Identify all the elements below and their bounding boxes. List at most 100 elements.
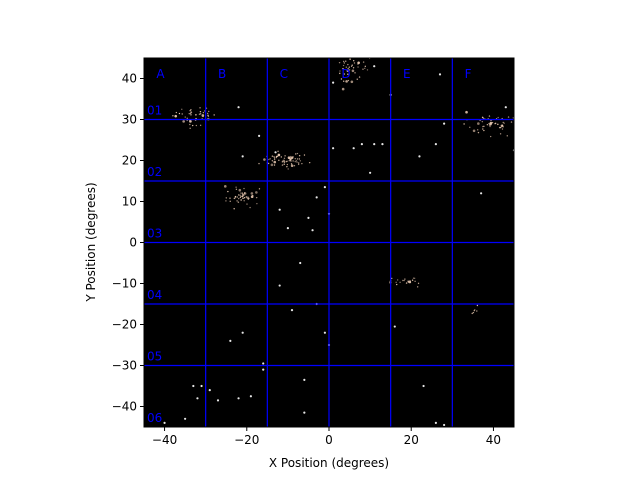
data-point — [352, 67, 355, 69]
data-point — [274, 151, 277, 154]
data-point — [240, 192, 242, 194]
data-point — [249, 206, 251, 209]
data-point — [347, 67, 349, 70]
column-label: B — [218, 67, 226, 81]
data-point — [206, 112, 209, 115]
column-label: A — [156, 67, 165, 81]
data-point — [241, 193, 245, 197]
data-point — [237, 397, 240, 400]
y-axis-ticks: −40 −30 −20 −10 0 10 20 30 40 — [112, 72, 144, 414]
data-point — [229, 197, 231, 199]
data-point — [303, 411, 306, 414]
data-point — [404, 278, 406, 280]
data-point — [347, 79, 350, 82]
data-point — [262, 362, 265, 365]
data-point — [477, 131, 480, 134]
data-point — [293, 165, 296, 167]
row-label: 04 — [147, 288, 162, 302]
data-point — [489, 122, 493, 126]
data-point — [163, 421, 166, 424]
data-point — [360, 143, 363, 146]
data-point — [417, 282, 420, 285]
data-point — [342, 76, 345, 79]
data-point — [243, 187, 245, 190]
data-point — [242, 197, 245, 200]
data-point — [364, 65, 367, 68]
data-point — [182, 120, 185, 123]
data-point — [497, 123, 499, 126]
data-point — [476, 310, 478, 312]
data-point — [273, 164, 276, 166]
x-tick-label: −20 — [234, 433, 259, 447]
data-point — [236, 196, 239, 198]
data-point — [362, 68, 364, 70]
data-point — [243, 197, 246, 199]
data-point — [381, 143, 384, 146]
data-point — [190, 111, 193, 113]
data-point — [308, 161, 311, 164]
data-point — [504, 106, 507, 109]
data-point — [395, 281, 397, 284]
data-point — [246, 203, 248, 205]
data-point — [190, 109, 192, 111]
data-point — [241, 195, 244, 198]
column-label: C — [280, 67, 288, 81]
data-point — [476, 129, 479, 131]
data-point — [480, 192, 483, 195]
data-point — [341, 87, 345, 91]
data-point — [277, 150, 279, 152]
data-point — [357, 66, 359, 68]
data-point — [345, 66, 348, 68]
data-point — [348, 66, 350, 68]
data-point — [227, 190, 229, 193]
data-point — [189, 127, 191, 130]
data-point — [285, 160, 287, 163]
data-point — [483, 125, 485, 128]
data-point — [255, 191, 258, 194]
data-point — [311, 229, 314, 232]
data-point — [237, 194, 240, 196]
data-point — [184, 417, 187, 420]
data-point — [273, 158, 276, 160]
data-point — [288, 160, 290, 162]
data-point — [278, 284, 281, 287]
data-point — [295, 153, 297, 155]
data-point — [303, 378, 306, 381]
data-point — [283, 157, 286, 159]
data-point — [346, 69, 350, 72]
data-point — [238, 197, 240, 200]
data-point — [195, 114, 197, 116]
data-point — [258, 162, 260, 165]
y-tick-label: 0 — [129, 236, 137, 250]
data-point — [343, 73, 346, 75]
data-point — [411, 279, 414, 281]
column-label: F — [465, 67, 472, 81]
data-point — [396, 283, 398, 286]
data-point — [482, 125, 484, 128]
data-point — [499, 133, 502, 135]
data-point — [299, 261, 302, 265]
data-point — [349, 58, 351, 61]
data-point — [339, 70, 341, 72]
data-point — [297, 162, 300, 164]
data-point — [477, 122, 480, 125]
data-point — [186, 117, 188, 120]
data-point — [290, 163, 293, 165]
data-point — [280, 156, 283, 158]
data-point — [284, 155, 286, 157]
data-point — [275, 156, 278, 158]
data-point — [290, 160, 292, 162]
data-point — [414, 280, 416, 283]
data-point — [347, 63, 349, 66]
data-point — [494, 122, 497, 125]
data-point — [294, 160, 296, 163]
data-point — [239, 194, 241, 196]
data-point — [195, 124, 198, 127]
data-point — [345, 80, 348, 83]
data-point — [196, 397, 199, 400]
data-point — [353, 62, 356, 64]
data-point — [323, 186, 326, 189]
data-point — [481, 120, 484, 123]
data-point — [207, 114, 209, 117]
data-point — [184, 116, 186, 118]
